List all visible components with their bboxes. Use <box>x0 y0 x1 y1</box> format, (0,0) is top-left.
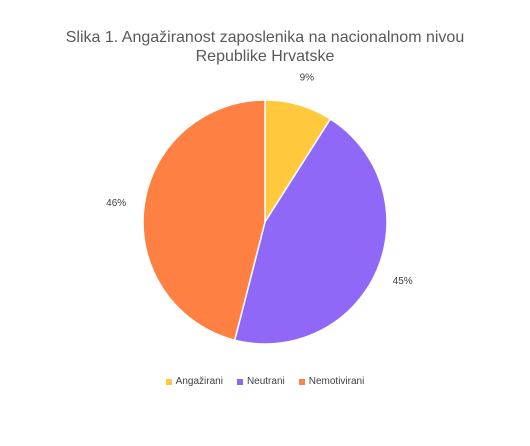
legend-item: Neutrani <box>236 376 285 387</box>
legend: Angažirani Neutrani Nemotivirani <box>0 376 530 387</box>
legend-label: Nemotivirani <box>308 376 365 387</box>
pie-slice <box>142 99 266 342</box>
legend-label: Angažirani <box>175 376 223 387</box>
legend-swatch <box>236 378 243 385</box>
pie-slice <box>233 117 388 345</box>
data-label: 9% <box>300 73 315 84</box>
data-label: 45% <box>393 276 413 287</box>
legend-swatch <box>165 378 172 385</box>
chart-title: Slika 1. Angažiranost zaposlenika na nac… <box>65 29 465 65</box>
legend-item: Nemotivirani <box>298 376 365 387</box>
legend-swatch <box>298 378 305 385</box>
data-label: 46% <box>106 198 126 209</box>
legend-item: Angažirani <box>165 376 223 387</box>
legend-label: Neutrani <box>246 376 285 387</box>
